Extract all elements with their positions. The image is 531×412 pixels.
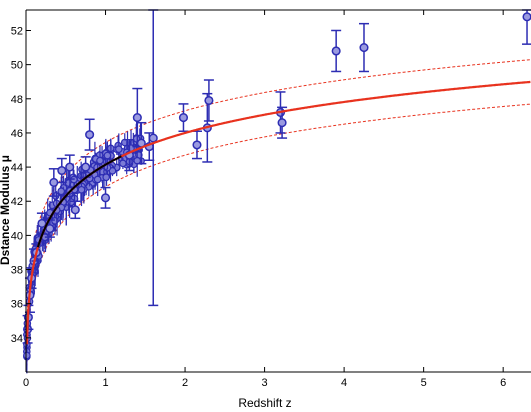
cluster-point <box>77 185 86 194</box>
x-tick-label: 5 <box>421 377 427 389</box>
data-point-26 <box>331 46 341 56</box>
y-tick-label: 48 <box>11 94 23 106</box>
data-point-28 <box>522 12 531 22</box>
y-tick-label: 52 <box>11 25 23 37</box>
data-point-13 <box>85 130 95 140</box>
y-tick-label: 50 <box>11 60 23 72</box>
plot-area <box>26 10 531 372</box>
axes <box>25 9 531 373</box>
cluster-point <box>96 156 104 165</box>
x-axis-label: Redshift z <box>238 396 291 410</box>
cluster-point <box>93 175 102 184</box>
data-point-23 <box>204 95 214 106</box>
fit-curves <box>25 80 531 345</box>
low-z-fit-curve <box>36 155 122 248</box>
data-point-20 <box>178 113 189 123</box>
y-tick-label: 34 <box>11 333 23 345</box>
y-tick-label: 36 <box>11 299 23 311</box>
data-point-21 <box>192 140 202 150</box>
x-tick-label: 2 <box>182 377 188 389</box>
x-tick-label: 4 <box>341 377 347 389</box>
data-point-25 <box>277 118 287 128</box>
x-tick-label: 3 <box>262 377 268 389</box>
x-tick-label: 1 <box>102 377 108 389</box>
data-point-19 <box>148 133 158 143</box>
y-tick-label: 42 <box>11 196 23 208</box>
cluster-point <box>103 151 112 160</box>
cluster-point <box>119 159 127 168</box>
y-tick-label: 44 <box>11 162 23 174</box>
cluster-point <box>102 173 111 182</box>
cluster-point <box>57 187 66 196</box>
cluster-point <box>133 156 142 165</box>
y-axis-label: Dstance Modulus μ <box>0 155 12 265</box>
cluster-point <box>67 198 76 206</box>
cluster-point <box>23 351 31 360</box>
y-tick-label: 40 <box>11 230 23 242</box>
data-point-7 <box>45 224 55 234</box>
data-point-12 <box>81 162 91 172</box>
data-point-6 <box>37 218 47 228</box>
y-tick-label: 38 <box>11 265 23 277</box>
data-point-27 <box>359 43 369 53</box>
data-point-16 <box>132 113 142 123</box>
y-tick-label: 46 <box>11 128 23 140</box>
data-point-14 <box>100 193 111 203</box>
cluster-point <box>115 145 123 153</box>
x-tick-label: 0 <box>23 377 29 389</box>
x-tick-label: 6 <box>500 377 506 389</box>
data-point-9 <box>57 165 67 176</box>
data-point-11 <box>70 205 80 215</box>
data-point-10 <box>65 162 75 172</box>
data-point-8 <box>49 177 59 188</box>
data-points <box>22 9 531 344</box>
